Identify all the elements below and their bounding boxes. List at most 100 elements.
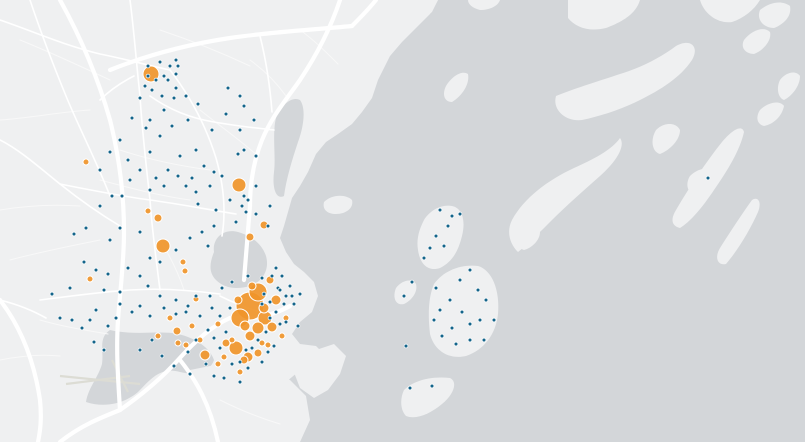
blue-point-marker[interactable] — [227, 197, 233, 203]
blue-point-marker[interactable] — [265, 223, 271, 229]
blue-point-marker[interactable] — [219, 173, 225, 179]
blue-point-marker[interactable] — [145, 283, 151, 289]
blue-point-marker[interactable] — [297, 291, 303, 297]
blue-point-marker[interactable] — [407, 385, 413, 391]
blue-point-marker[interactable] — [173, 311, 179, 317]
blue-point-marker[interactable] — [243, 347, 249, 353]
blue-point-marker[interactable] — [183, 93, 189, 99]
blue-point-marker[interactable] — [263, 329, 269, 335]
blue-point-marker[interactable] — [119, 193, 125, 199]
blue-point-marker[interactable] — [467, 321, 473, 327]
blue-point-marker[interactable] — [433, 233, 439, 239]
blue-point-marker[interactable] — [137, 229, 143, 235]
blue-point-marker[interactable] — [467, 267, 473, 273]
blue-point-marker[interactable] — [223, 329, 229, 335]
blue-point-marker[interactable] — [137, 347, 143, 353]
blue-point-marker[interactable] — [491, 317, 497, 323]
orange-point-marker[interactable] — [228, 340, 244, 356]
blue-point-marker[interactable] — [145, 63, 151, 69]
blue-point-marker[interactable] — [201, 163, 207, 169]
orange-point-marker[interactable] — [231, 177, 247, 193]
blue-point-marker[interactable] — [117, 137, 123, 143]
blue-point-marker[interactable] — [129, 309, 135, 315]
orange-point-marker[interactable] — [221, 338, 231, 348]
blue-point-marker[interactable] — [251, 117, 257, 123]
blue-point-marker[interactable] — [409, 279, 415, 285]
blue-point-marker[interactable] — [403, 343, 409, 349]
blue-point-marker[interactable] — [447, 297, 453, 303]
orange-point-marker[interactable] — [166, 314, 174, 322]
blue-point-marker[interactable] — [199, 229, 205, 235]
blue-point-marker[interactable] — [83, 225, 89, 231]
orange-point-marker[interactable] — [258, 339, 266, 347]
blue-point-marker[interactable] — [195, 101, 201, 107]
blue-point-marker[interactable] — [101, 347, 107, 353]
orange-point-marker[interactable] — [153, 213, 163, 223]
blue-point-marker[interactable] — [239, 203, 245, 209]
orange-point-marker[interactable] — [144, 207, 152, 215]
blue-point-marker[interactable] — [105, 323, 111, 329]
blue-point-marker[interactable] — [143, 125, 149, 131]
orange-point-marker[interactable] — [244, 330, 256, 342]
blue-point-marker[interactable] — [185, 349, 191, 355]
blue-point-marker[interactable] — [171, 95, 177, 101]
blue-point-marker[interactable] — [167, 63, 173, 69]
blue-point-marker[interactable] — [457, 277, 463, 283]
blue-point-marker[interactable] — [237, 359, 243, 365]
orange-point-marker[interactable] — [214, 360, 222, 368]
blue-point-marker[interactable] — [187, 235, 193, 241]
blue-point-marker[interactable] — [203, 361, 209, 367]
blue-point-marker[interactable] — [193, 337, 199, 343]
blue-point-marker[interactable] — [483, 297, 489, 303]
blue-point-marker[interactable] — [205, 243, 211, 249]
orange-point-marker[interactable] — [233, 295, 243, 305]
blue-point-marker[interactable] — [277, 287, 283, 293]
blue-point-marker[interactable] — [431, 317, 437, 323]
blue-point-marker[interactable] — [97, 167, 103, 173]
orange-point-marker[interactable] — [266, 321, 278, 333]
blue-point-marker[interactable] — [271, 343, 277, 349]
blue-point-marker[interactable] — [145, 73, 151, 79]
blue-point-marker[interactable] — [117, 225, 123, 231]
orange-point-marker[interactable] — [174, 339, 182, 347]
blue-point-marker[interactable] — [195, 201, 201, 207]
blue-point-marker[interactable] — [437, 207, 443, 213]
blue-point-marker[interactable] — [149, 87, 155, 93]
blue-point-marker[interactable] — [173, 247, 179, 253]
blue-point-marker[interactable] — [175, 173, 181, 179]
blue-point-marker[interactable] — [217, 345, 223, 351]
blue-point-marker[interactable] — [295, 323, 301, 329]
blue-point-marker[interactable] — [287, 283, 293, 289]
orange-point-marker[interactable] — [199, 349, 211, 361]
blue-point-marker[interactable] — [401, 293, 407, 299]
blue-point-marker[interactable] — [137, 95, 143, 101]
blue-point-marker[interactable] — [279, 273, 285, 279]
blue-point-marker[interactable] — [159, 353, 165, 359]
blue-point-marker[interactable] — [449, 213, 455, 219]
blue-point-marker[interactable] — [147, 187, 153, 193]
orange-point-marker[interactable] — [182, 341, 190, 349]
blue-point-marker[interactable] — [437, 307, 443, 313]
blue-point-marker[interactable] — [219, 285, 225, 291]
orange-point-marker[interactable] — [251, 321, 265, 335]
blue-point-marker[interactable] — [211, 335, 217, 341]
blue-point-marker[interactable] — [193, 147, 199, 153]
blue-point-marker[interactable] — [173, 71, 179, 77]
blue-point-marker[interactable] — [173, 57, 179, 63]
orange-point-marker[interactable] — [236, 368, 244, 376]
blue-point-marker[interactable] — [245, 273, 251, 279]
blue-point-marker[interactable] — [79, 325, 85, 331]
blue-point-marker[interactable] — [421, 255, 427, 261]
blue-point-marker[interactable] — [189, 175, 195, 181]
orange-point-marker[interactable] — [86, 275, 94, 283]
blue-point-marker[interactable] — [427, 245, 433, 251]
blue-point-marker[interactable] — [147, 117, 153, 123]
blue-point-marker[interactable] — [237, 127, 243, 133]
blue-point-marker[interactable] — [255, 337, 261, 343]
blue-point-marker[interactable] — [69, 317, 75, 323]
blue-point-marker[interactable] — [101, 287, 107, 293]
blue-point-marker[interactable] — [477, 317, 483, 323]
blue-point-layer[interactable] — [49, 57, 711, 391]
blue-point-marker[interactable] — [259, 301, 265, 307]
